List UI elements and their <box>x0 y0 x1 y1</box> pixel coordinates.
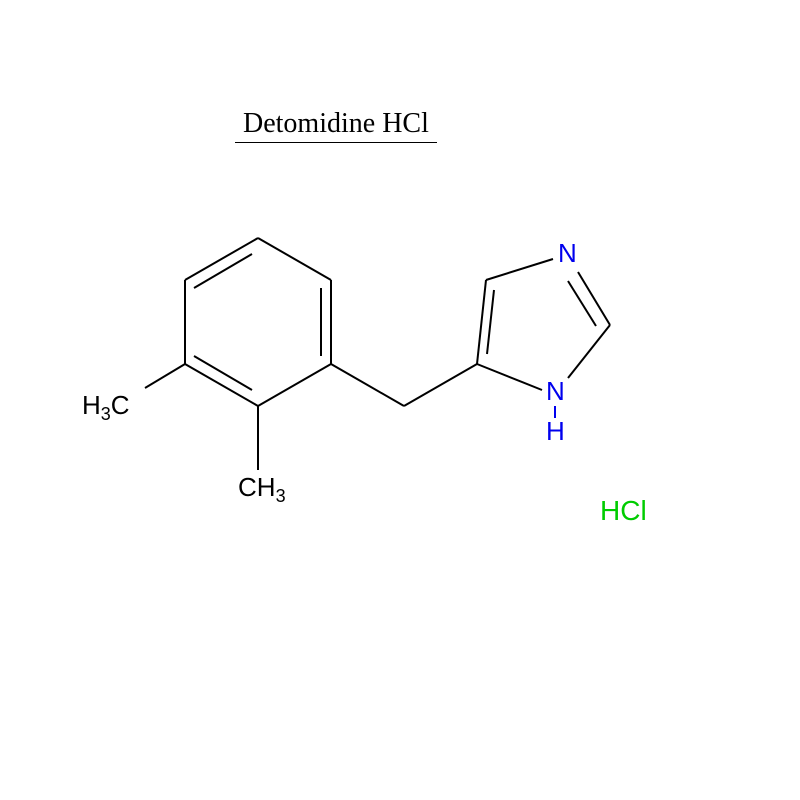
bond-benzene-2-3 <box>258 238 331 280</box>
bond-imid-c3-n2 <box>568 325 610 378</box>
bond-benzene-4-5 <box>258 364 331 406</box>
bond-imid-n1-c3-db <box>568 281 596 326</box>
label-hcl: HCl <box>600 495 647 527</box>
bond-imid-c1-c2-db <box>487 290 494 354</box>
bond-imid-c2-n1 <box>486 259 553 280</box>
bond-imid-n2-c1 <box>477 364 542 390</box>
bond-imid-c1-c2 <box>477 280 486 364</box>
bond-benzene-5-6 <box>185 364 258 406</box>
label-n2: N <box>546 376 565 407</box>
bond-c4-bridge <box>331 364 404 406</box>
label-ch3: CH3 <box>238 472 286 507</box>
bond-bridge-imid <box>404 364 477 406</box>
bond-benzene-1-2 <box>185 238 258 280</box>
bond-imid-n1-c3 <box>578 272 610 325</box>
label-h: H <box>546 416 565 447</box>
label-h3c: H3C <box>82 390 130 425</box>
bond-c6-ch3 <box>145 364 185 388</box>
label-n1: N <box>558 238 577 269</box>
